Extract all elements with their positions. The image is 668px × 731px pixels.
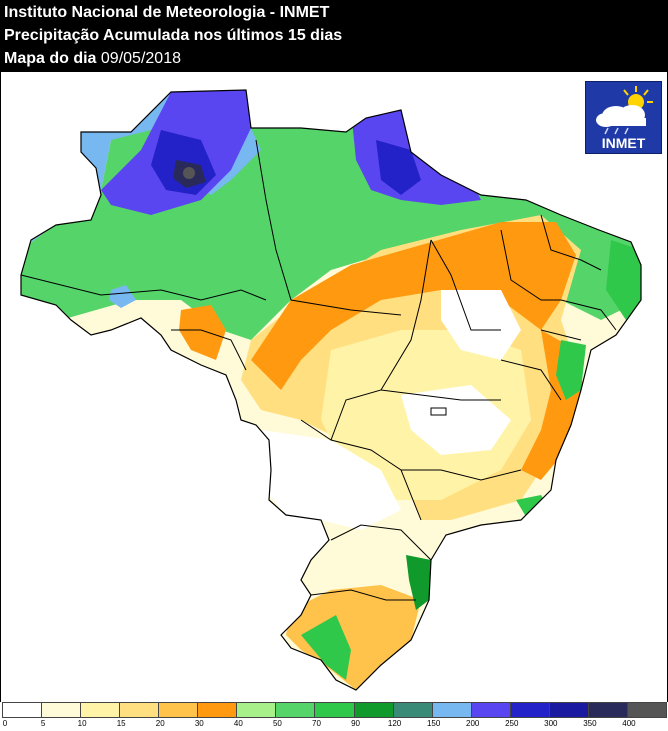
- legend-swatch: [509, 702, 550, 718]
- legend-tick-label: 90: [351, 719, 360, 728]
- precipitation-fill: [21, 90, 641, 690]
- precipitation-map: [0, 72, 668, 702]
- legend-swatch: [119, 702, 160, 718]
- legend-swatch: [392, 702, 433, 718]
- legend-swatch: [431, 702, 472, 718]
- legend-swatch: [41, 702, 82, 718]
- legend-swatch: [353, 702, 394, 718]
- legend-swatch: [587, 702, 628, 718]
- legend-tick-label: 120: [387, 719, 402, 728]
- legend-tick-label: 30: [194, 719, 204, 728]
- header-bar: Instituto Nacional de Meteorologia - INM…: [0, 0, 668, 72]
- legend-swatch: [548, 702, 589, 718]
- legend-tick-label: 150: [426, 719, 441, 728]
- legend-tick-label: 40: [233, 719, 243, 728]
- legend-swatch: [197, 702, 238, 718]
- legend-tick-label: 0: [2, 719, 8, 728]
- legend-tick-label: 200: [466, 719, 480, 728]
- state-borders: [20, 89, 642, 691]
- map-date: 09/05/2018: [100, 50, 181, 67]
- sun-cloud-rain-icon: [596, 86, 653, 135]
- legend-swatch: [275, 702, 316, 718]
- color-legend: 0 5 10 15 20 30 40 50 70 90 120 150 200 250 300 350 400: [0, 702, 668, 731]
- legend-swatch: [470, 702, 511, 718]
- brazil-map-svg: [20, 89, 642, 691]
- legend-swatch: [80, 702, 121, 718]
- legend-swatch: [314, 702, 355, 718]
- legend-tick-label: 5: [40, 719, 46, 728]
- map-date-label: Mapa do dia: [4, 50, 97, 67]
- map-date-line: Mapa do dia 09/05/2018: [4, 49, 181, 68]
- legend-swatch: [2, 702, 43, 718]
- legend-tick-label: 70: [312, 719, 321, 728]
- legend-tick-label: 350: [583, 719, 597, 728]
- legend-tick-label: 250: [505, 719, 519, 728]
- map-title: Precipitação Acumulada nos últimos 15 di…: [4, 27, 343, 44]
- inmet-logo-text: INMET: [601, 135, 646, 151]
- legend-swatch: [236, 702, 277, 718]
- inmet-logo: INMET: [585, 81, 662, 154]
- legend-swatch: [158, 702, 199, 718]
- legend-tick-label: 15: [116, 719, 126, 728]
- legend-tick-label: 10: [77, 719, 87, 728]
- legend-swatch: [626, 702, 667, 718]
- legend-tick-label: 400: [622, 719, 636, 728]
- legend-tick-label: 300: [544, 719, 558, 728]
- institution-title: Instituto Nacional de Meteorologia - INM…: [4, 4, 330, 21]
- legend-tick-label: 50: [272, 719, 282, 728]
- legend-tick-label: 20: [155, 719, 165, 728]
